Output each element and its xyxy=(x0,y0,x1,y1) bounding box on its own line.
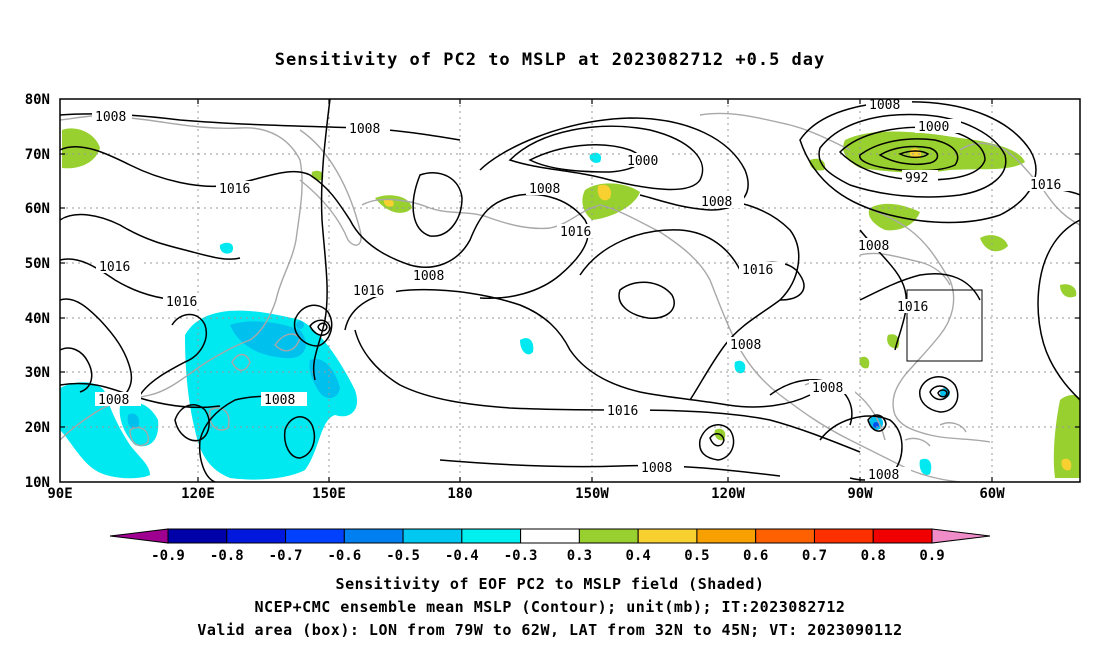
contour-label: 1008 xyxy=(641,461,672,476)
colorbar-cell xyxy=(285,528,345,544)
contour-label: 1008 xyxy=(413,269,444,284)
colorbar-cell xyxy=(461,528,522,544)
lat-label: 30N xyxy=(25,365,50,381)
caption-valid-area: Valid area (box): LON from 79W to 62W, L… xyxy=(197,621,903,639)
contour-label: 1016 xyxy=(607,404,638,419)
contour-label: 1016 xyxy=(1030,178,1061,193)
contour-label: 1016 xyxy=(219,182,250,197)
colorbar-label: -0.9 xyxy=(151,548,185,564)
contour-label: 1016 xyxy=(166,295,197,310)
colorbar-arrow-right xyxy=(931,528,991,544)
colorbar-label: -0.4 xyxy=(445,548,479,564)
lat-label: 70N xyxy=(25,147,50,163)
contour-label: 1008 xyxy=(868,468,899,483)
contour-label: 1008 xyxy=(349,122,380,137)
caption-shading: Sensitivity of EOF PC2 to MSLP field (Sh… xyxy=(335,575,765,593)
lat-label: 50N xyxy=(25,256,50,272)
lat-label: 60N xyxy=(25,201,50,217)
colorbar: -0.9 -0.8 -0.7 -0.6 -0.5 -0.4 -0.3 0.3 0.4 0.5 0.6… xyxy=(109,528,991,564)
contour-label: 1008 xyxy=(98,393,129,408)
colorbar-label: 0.8 xyxy=(861,548,886,564)
lon-label: 120W xyxy=(711,486,745,502)
lon-label: 180 xyxy=(447,486,472,502)
colorbar-label: -0.7 xyxy=(269,548,303,564)
lon-label: 120E xyxy=(181,486,215,502)
colorbar-cell xyxy=(520,528,580,544)
lon-label: 150W xyxy=(575,486,609,502)
colorbar-cell xyxy=(343,528,404,544)
lat-label: 10N xyxy=(25,475,50,491)
contour-label: 1008 xyxy=(701,195,732,210)
colorbar-cell xyxy=(755,528,815,544)
lat-label: 80N xyxy=(25,92,50,108)
contour-label: 1008 xyxy=(869,98,900,113)
plot-frame xyxy=(59,98,1081,483)
contour-labels: 1008 1008 1016 1016 1016 1008 1008 1008 … xyxy=(92,97,1073,483)
mslp-contours xyxy=(60,99,1080,482)
lon-label: 60W xyxy=(979,486,1005,502)
colorbar-label: -0.5 xyxy=(386,548,420,564)
colorbar-label: 0.5 xyxy=(684,548,709,564)
map-title: Sensitivity of PC2 to MSLP at 2023082712… xyxy=(274,50,826,70)
contour-label: 1008 xyxy=(264,393,295,408)
colorbar-cell xyxy=(872,528,933,544)
colorbar-label: -0.6 xyxy=(327,548,361,564)
contour-label: 1008 xyxy=(858,239,889,254)
colorbar-label: 0.7 xyxy=(802,548,827,564)
contour-label: 1000 xyxy=(627,154,658,169)
contour-label: 1008 xyxy=(95,110,126,125)
positive-sensitivity-shading xyxy=(62,128,1080,478)
colorbar-cell xyxy=(167,528,228,544)
caption-contour: NCEP+CMC ensemble mean MSLP (Contour); u… xyxy=(254,598,846,616)
colorbar-cell xyxy=(637,528,698,544)
valid-area-box xyxy=(906,289,983,362)
colorbar-cell xyxy=(402,528,463,544)
lat-label: 20N xyxy=(25,420,50,436)
colorbar-label: -0.8 xyxy=(210,548,244,564)
contour-label: 992 xyxy=(905,171,928,186)
colorbar-label: -0.3 xyxy=(504,548,538,564)
colorbar-label: 0.4 xyxy=(626,548,651,564)
colorbar-cell xyxy=(578,528,639,544)
lon-label: 90E xyxy=(47,486,72,502)
axis-ticks xyxy=(60,99,1080,482)
colorbar-cell xyxy=(696,528,757,544)
grid-lines xyxy=(60,99,1080,482)
contour-label: 1016 xyxy=(99,260,130,275)
colorbar-cells xyxy=(167,528,933,544)
colorbar-arrow-left xyxy=(109,528,169,544)
contour-label: 1008 xyxy=(529,182,560,197)
contour-label: 1016 xyxy=(353,284,384,299)
colorbar-cell xyxy=(226,528,287,544)
lon-label: 150E xyxy=(312,486,346,502)
colorbar-labels: -0.9 -0.8 -0.7 -0.6 -0.5 -0.4 -0.3 0.3 0.4 0.5 0.6… xyxy=(151,548,945,564)
contour-label: 1008 xyxy=(812,381,843,396)
contour-label: 1016 xyxy=(560,225,591,240)
latitude-labels: 80N 70N 60N 50N 40N 30N 20N 10N xyxy=(25,92,50,491)
colorbar-cell xyxy=(813,528,874,544)
longitude-labels: 90E 120E 150E 180 150W 120W 90W 60W xyxy=(47,486,1005,502)
contour-label: 1000 xyxy=(918,120,949,135)
lon-label: 90W xyxy=(847,486,873,502)
contour-label: 1008 xyxy=(730,338,761,353)
lat-label: 40N xyxy=(25,311,50,327)
colorbar-label: 0.9 xyxy=(919,548,944,564)
colorbar-label: 0.6 xyxy=(743,548,768,564)
contour-label: 1016 xyxy=(742,263,773,278)
contour-label: 1016 xyxy=(897,300,928,315)
colorbar-label: 0.3 xyxy=(567,548,592,564)
